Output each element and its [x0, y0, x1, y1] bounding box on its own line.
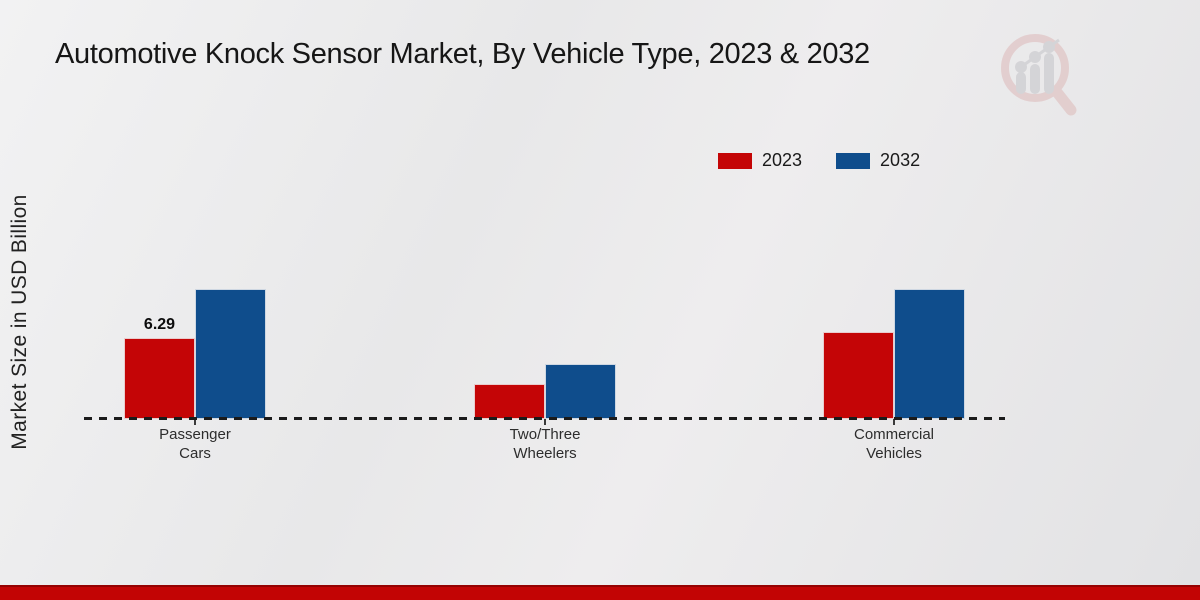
x-axis-tick	[544, 419, 546, 425]
legend-item-2032: 2032	[836, 150, 920, 171]
x-axis-category-label-two-three-wheelers: Two/Three Wheelers	[509, 426, 581, 462]
bar-2023-two-three-wheelers	[474, 384, 545, 419]
footer-band	[0, 585, 1200, 600]
bar-2023-commercial-vehicles	[823, 332, 894, 419]
legend-label-2023: 2023	[762, 150, 803, 170]
bar-2032-passenger-cars	[195, 289, 266, 419]
bar-2032-two-three-wheelers	[545, 364, 616, 419]
bar-2023-passenger-cars	[124, 338, 195, 419]
legend-swatch-2032	[836, 152, 871, 169]
legend-label-2032: 2032	[880, 150, 921, 170]
legend: 2023 2032	[718, 150, 920, 171]
x-axis-category-label-commercial-vehicles: Commercial Vehicles	[853, 426, 934, 462]
bar-2032-commercial-vehicles	[894, 289, 965, 419]
bar-value-label: 6.29	[143, 316, 176, 333]
x-axis-baseline	[84, 417, 1005, 420]
magnifier-bar-chart-logo-icon	[1001, 34, 1077, 116]
x-axis-tick	[194, 419, 196, 425]
legend-item-2023: 2023	[718, 150, 802, 171]
x-axis-tick	[893, 419, 895, 425]
x-axis-category-label-passenger-cars: Passenger Cars	[159, 426, 231, 462]
chart-title: Automotive Knock Sensor Market, By Vehic…	[55, 38, 870, 70]
legend-swatch-2023	[718, 152, 752, 169]
